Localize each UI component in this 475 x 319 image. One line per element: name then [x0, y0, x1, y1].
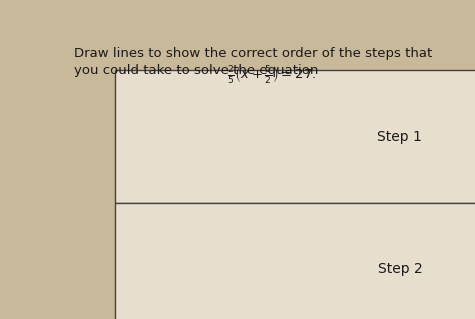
Text: Draw lines to show the correct order of the steps that: Draw lines to show the correct order of … — [74, 47, 432, 60]
Bar — [114, 70, 475, 203]
Bar — [114, 203, 475, 319]
Text: Step 1: Step 1 — [378, 130, 422, 144]
Text: Step 2: Step 2 — [378, 262, 422, 276]
Text: $\frac{2}{5}\left(x + \frac{5}{2}\right) = 27.$: $\frac{2}{5}\left(x + \frac{5}{2}\right)… — [227, 64, 316, 86]
Text: you could take to solve the equation: you could take to solve the equation — [74, 64, 323, 77]
